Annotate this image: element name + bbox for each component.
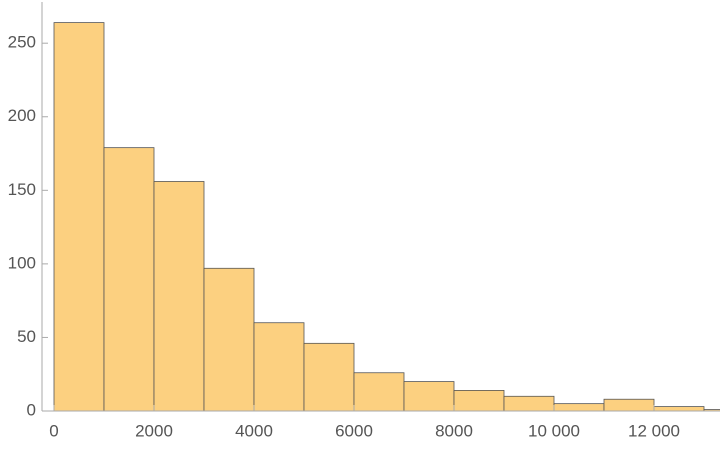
bar	[103, 147, 155, 412]
y-tick-label: 50	[17, 327, 36, 346]
bar	[403, 381, 455, 412]
x-tick-label: 0	[49, 421, 58, 440]
bar	[603, 398, 655, 412]
y-tick-label: 200	[8, 106, 36, 125]
y-tick-label: 150	[8, 180, 36, 199]
bar	[703, 409, 720, 412]
x-tick-label: 12 000	[628, 421, 680, 440]
y-tick-label: 0	[27, 400, 36, 419]
bar	[203, 267, 255, 412]
plot-area	[53, 22, 720, 412]
bar	[453, 390, 505, 412]
bar	[353, 372, 405, 412]
bar	[253, 322, 305, 412]
bar	[553, 403, 605, 412]
x-tick-label: 2000	[135, 421, 173, 440]
bar	[153, 181, 205, 412]
x-tick-label: 6000	[335, 421, 373, 440]
bar	[53, 22, 105, 412]
y-tick-label: 250	[8, 33, 36, 52]
bar	[503, 395, 555, 412]
x-tick-label: 10 000	[528, 421, 580, 440]
x-tick-label: 8000	[435, 421, 473, 440]
bar	[303, 342, 355, 412]
bar	[653, 406, 705, 412]
y-tick-label: 100	[8, 253, 36, 272]
x-tick-label: 4000	[235, 421, 273, 440]
